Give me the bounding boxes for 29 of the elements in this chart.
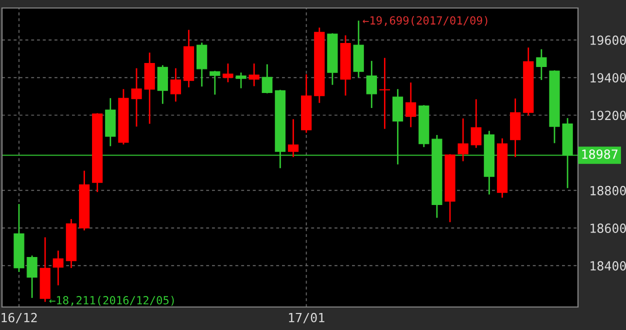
candlestick xyxy=(536,49,547,80)
x-tick-label: 16/12 xyxy=(2,312,37,324)
candlestick xyxy=(262,64,272,94)
candlestick xyxy=(157,65,168,104)
y-tick-label: 19400 xyxy=(590,73,626,83)
candlestick xyxy=(288,119,299,158)
candlestick xyxy=(458,118,468,162)
y-tick-label: 18600 xyxy=(590,224,626,233)
candlestick xyxy=(406,82,416,128)
candlestick xyxy=(470,99,482,148)
candlestick xyxy=(52,250,64,286)
candlestick xyxy=(379,58,390,129)
annotation: ←18,211(2016/12/05) xyxy=(49,296,174,306)
candlestick xyxy=(170,68,182,102)
y-tick-label: 19200 xyxy=(590,110,626,120)
candlestick xyxy=(196,42,208,87)
candlestick xyxy=(236,72,246,88)
y-tick-label: 18400 xyxy=(590,261,626,271)
candlestick xyxy=(222,64,234,82)
x-tick-label: 17/01 xyxy=(289,312,324,324)
y-tick-label: 19600 xyxy=(590,35,626,45)
y-tick-label: 18800 xyxy=(590,186,626,196)
candlestick xyxy=(248,64,260,86)
candlestick xyxy=(131,68,142,127)
annotation: ←19,699(2017/01/09) xyxy=(362,16,488,26)
candlestick xyxy=(26,256,38,298)
candlestick xyxy=(210,70,220,95)
candlestick xyxy=(366,60,377,108)
ref-line-label: 18987 xyxy=(582,149,618,159)
